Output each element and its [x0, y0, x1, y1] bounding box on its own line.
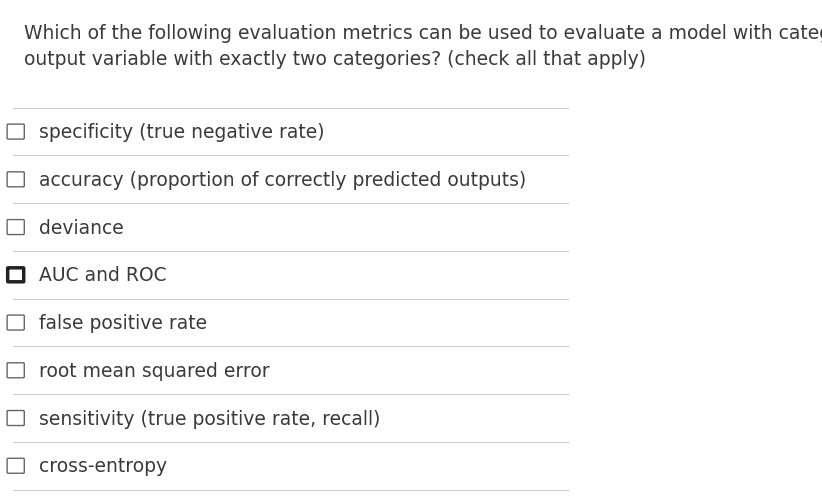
Text: deviance: deviance — [39, 218, 123, 237]
FancyBboxPatch shape — [7, 172, 25, 187]
Text: Which of the following evaluation metrics can be used to evaluate a model with c: Which of the following evaluation metric… — [25, 24, 822, 69]
FancyBboxPatch shape — [7, 268, 24, 282]
Text: specificity (true negative rate): specificity (true negative rate) — [39, 123, 324, 142]
FancyBboxPatch shape — [7, 220, 25, 235]
Text: sensitivity (true positive rate, recall): sensitivity (true positive rate, recall) — [39, 409, 380, 428]
FancyBboxPatch shape — [7, 458, 25, 473]
Text: AUC and ROC: AUC and ROC — [39, 266, 166, 285]
Text: false positive rate: false positive rate — [39, 314, 206, 332]
Text: accuracy (proportion of correctly predicted outputs): accuracy (proportion of correctly predic… — [39, 170, 526, 189]
FancyBboxPatch shape — [7, 316, 25, 330]
Text: cross-entropy: cross-entropy — [39, 456, 167, 475]
FancyBboxPatch shape — [7, 363, 25, 378]
Text: root mean squared error: root mean squared error — [39, 361, 270, 380]
FancyBboxPatch shape — [7, 125, 25, 140]
FancyBboxPatch shape — [7, 411, 25, 426]
